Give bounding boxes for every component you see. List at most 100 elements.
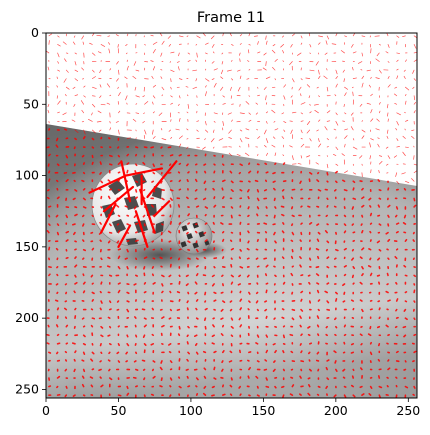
flow-vector (195, 265, 199, 268)
flow-vector (194, 230, 198, 234)
flow-vector (326, 180, 329, 183)
flow-vector (92, 103, 96, 108)
flow-vector (126, 291, 130, 295)
flow-vector (395, 231, 399, 234)
flow-vector (292, 78, 295, 83)
flow-vector (135, 274, 138, 277)
flow-vector (195, 163, 198, 166)
flow-vector (385, 163, 389, 166)
flow-vector (135, 180, 139, 183)
flow-vector (125, 360, 128, 363)
flow-vector (55, 137, 59, 142)
flow-vector (195, 385, 198, 388)
flow-vector (271, 144, 276, 148)
flow-vector (135, 196, 138, 200)
flow-vector (413, 385, 416, 389)
flow-vector (264, 300, 268, 303)
flow-vector (135, 385, 138, 388)
flow-vector (169, 256, 173, 260)
flow-vector (404, 291, 408, 294)
flow-vector (222, 95, 225, 98)
flow-vector (118, 92, 121, 97)
flow-vector (238, 317, 241, 321)
flow-vector (99, 307, 102, 311)
flow-vector (361, 229, 364, 234)
flow-vector (281, 136, 285, 139)
flow-vector (81, 214, 85, 218)
flow-vector (169, 61, 171, 63)
flow-vector (248, 44, 251, 46)
flow-vector (186, 94, 189, 97)
flow-vector (152, 101, 154, 105)
flow-vector (385, 290, 389, 294)
flow-vector (195, 317, 199, 320)
flow-vector (324, 230, 328, 234)
flow-vector (82, 257, 85, 260)
flow-vector (222, 103, 226, 105)
flow-vector (352, 33, 355, 37)
flow-vector (221, 368, 224, 372)
flow-vector (178, 154, 182, 157)
flow-vector (134, 86, 137, 91)
flow-vector (65, 214, 68, 219)
flow-vector (56, 385, 59, 389)
flow-vector (91, 137, 95, 141)
flow-vector (48, 214, 51, 218)
flow-vector (265, 152, 269, 156)
flow-vector (359, 333, 363, 337)
flow-vector (273, 231, 276, 236)
flow-vector (186, 111, 189, 114)
flow-vector (152, 282, 156, 285)
flow-vector (318, 138, 320, 143)
flow-vector (211, 61, 215, 64)
flow-vector (272, 67, 276, 71)
flow-vector (255, 257, 259, 260)
flow-vector (309, 52, 311, 54)
flow-vector (274, 206, 277, 209)
flow-vector (256, 206, 260, 210)
flow-vector (228, 129, 232, 134)
flow-vector (144, 101, 149, 105)
flow-vector (91, 214, 94, 218)
flow-vector (160, 69, 163, 71)
flow-vector (342, 300, 346, 303)
flow-vector (413, 95, 416, 101)
flow-vector (282, 334, 285, 339)
flow-vector (178, 117, 181, 122)
flow-vector (315, 162, 319, 165)
flow-vector (230, 317, 234, 321)
flow-vector (203, 180, 207, 185)
optical-flow-vectors (46, 33, 417, 398)
flow-vector (289, 393, 294, 396)
flow-vector (161, 274, 165, 278)
flow-vector (265, 282, 269, 285)
flow-vector (282, 394, 285, 398)
flow-vector (395, 376, 398, 379)
flow-vector (403, 75, 406, 79)
flow-vector (274, 349, 277, 354)
flow-vector (413, 300, 416, 303)
flow-vector (203, 367, 207, 371)
flow-vector (343, 324, 347, 328)
flow-vector (143, 112, 145, 114)
flow-vector (274, 385, 277, 389)
flow-vector (124, 257, 128, 260)
flow-vector (411, 178, 415, 182)
flow-vector (222, 196, 225, 200)
flow-vector (71, 119, 76, 122)
flow-vector (239, 129, 243, 132)
flow-vector (46, 50, 50, 54)
flow-vector (333, 154, 337, 156)
flow-vector (386, 103, 389, 109)
flow-vector (150, 34, 154, 37)
flow-vector (204, 138, 206, 141)
flow-vector (247, 60, 250, 62)
flow-vector (98, 129, 102, 132)
flow-vector (134, 170, 137, 174)
flow-vector (412, 69, 415, 74)
flow-vector (299, 375, 302, 379)
small-checkered-ball (175, 217, 213, 255)
flow-vector (361, 273, 364, 277)
flow-vector (290, 239, 294, 242)
flow-vector (135, 231, 138, 234)
